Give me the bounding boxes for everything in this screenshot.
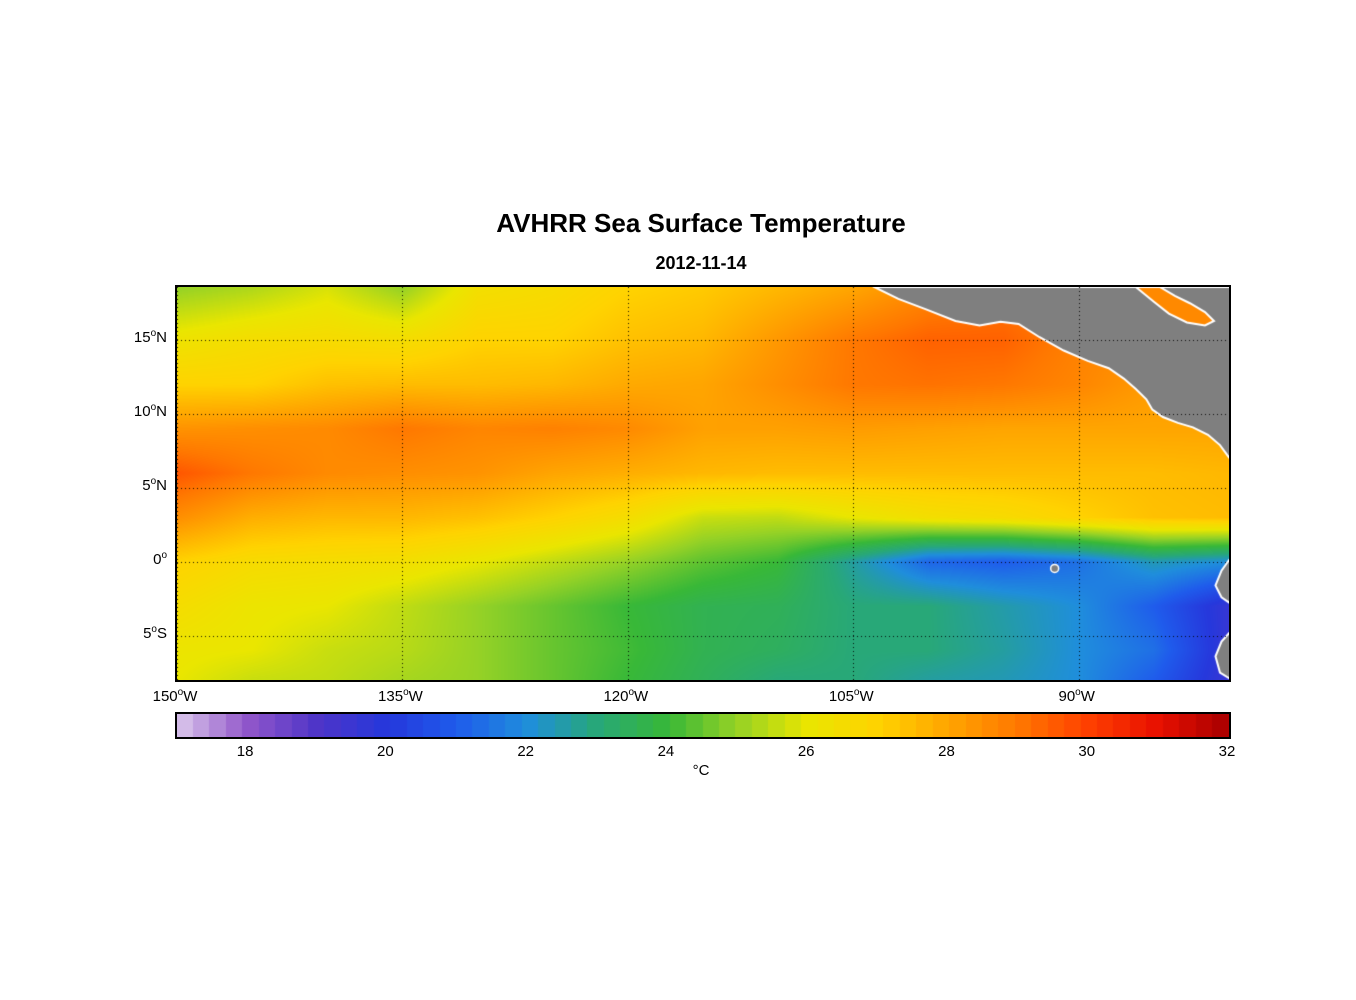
x-tick-label: 135oW [378, 687, 423, 706]
colorbar-tick-label: 20 [377, 743, 394, 760]
x-tick-label: 105oW [828, 687, 874, 706]
figure-title: AVHRR Sea Surface Temperature [496, 208, 906, 238]
degree-superscript: o [403, 687, 409, 698]
colorbar-tick-label: 28 [938, 743, 955, 760]
map-plot [175, 285, 1231, 682]
degree-superscript: o [150, 475, 157, 487]
degree-superscript: o [177, 687, 184, 698]
colorbar-unit-label: °C [692, 762, 710, 779]
colorbar-canvas [177, 714, 1229, 737]
y-tick-label: 5oN [142, 475, 167, 494]
colorbar-tick-label: 24 [657, 743, 675, 760]
y-tick-label: 15oN [133, 328, 167, 347]
colorbar-tick-label: 30 [1078, 743, 1096, 760]
colorbar-tick-label: 32 [1218, 743, 1236, 760]
colorbar [175, 712, 1231, 739]
y-tick-label: 5oS [143, 623, 167, 642]
degree-superscript: o [161, 549, 167, 561]
degree-superscript: o [1075, 687, 1081, 698]
x-tick-label: 90oW [1058, 687, 1095, 706]
figure-subtitle: 2012-11-14 [655, 253, 747, 273]
y-tick-label: 10oN [133, 402, 167, 421]
colorbar-tick-label: 18 [236, 743, 254, 760]
sst-map-canvas [177, 287, 1229, 680]
colorbar-tick-label: 26 [797, 743, 815, 760]
x-tick-label: 120oW [603, 687, 649, 706]
degree-superscript: o [150, 328, 157, 340]
colorbar-tick-label: 22 [517, 743, 534, 760]
degree-superscript: o [853, 687, 860, 698]
y-tick-label: 0o [153, 549, 167, 568]
x-tick-label: 150oW [152, 687, 198, 706]
degree-superscript: o [628, 687, 635, 698]
degree-superscript: o [151, 623, 157, 635]
degree-superscript: o [150, 402, 157, 414]
